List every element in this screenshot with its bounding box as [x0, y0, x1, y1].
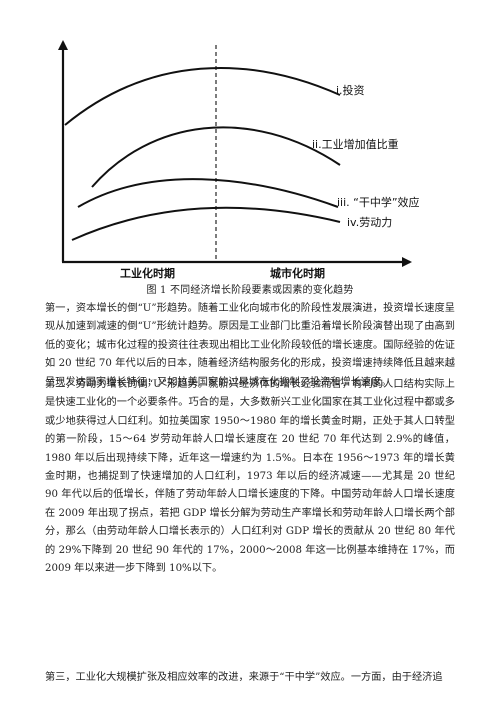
investment-curve: [64, 67, 341, 126]
labor-curve: [71, 206, 341, 241]
trend-diagram: i.投资 ii.工业增加值比重 iii. “干中学”效应 iv.劳动力 工业化时…: [58, 40, 420, 280]
curve-label-industry-share: ii.工业增加值比重: [312, 137, 399, 151]
figure-caption: 图 1 不同经济增长阶段要素或因素的变化趋势: [146, 285, 354, 296]
paragraph-labor: 第二，劳动力增长的倒“U”形趋势。就新兴经济体的增长经验而言，有利的人口结构实际…: [45, 379, 455, 575]
phase-label-urbanization: 城市化时期: [270, 266, 325, 280]
phase-label-industrialization: 工业化时期: [120, 266, 175, 280]
paragraph-capital: 第一，资本增长的倒“U”形趋势。随着工业化向城市化的阶段性发展演进，投资增长速度…: [45, 303, 455, 388]
paragraph-learning: 第三，工业化大规模扩张及相应效率的改进，来源于“干中学”效应。一方面，由于经济追: [45, 672, 443, 683]
curve-label-learning-effect: iii. “干中学”效应: [337, 195, 420, 209]
curve-label-investment: i.投资: [336, 83, 365, 97]
learning-effect-curve: [77, 178, 339, 208]
trend-figure: i.投资 ii.工业增加值比重 iii. “干中学”效应 iv.劳动力 工业化时…: [0, 0, 500, 285]
curve-label-labor: iv.劳动力: [347, 216, 392, 229]
industry-share-curve: [91, 126, 341, 188]
